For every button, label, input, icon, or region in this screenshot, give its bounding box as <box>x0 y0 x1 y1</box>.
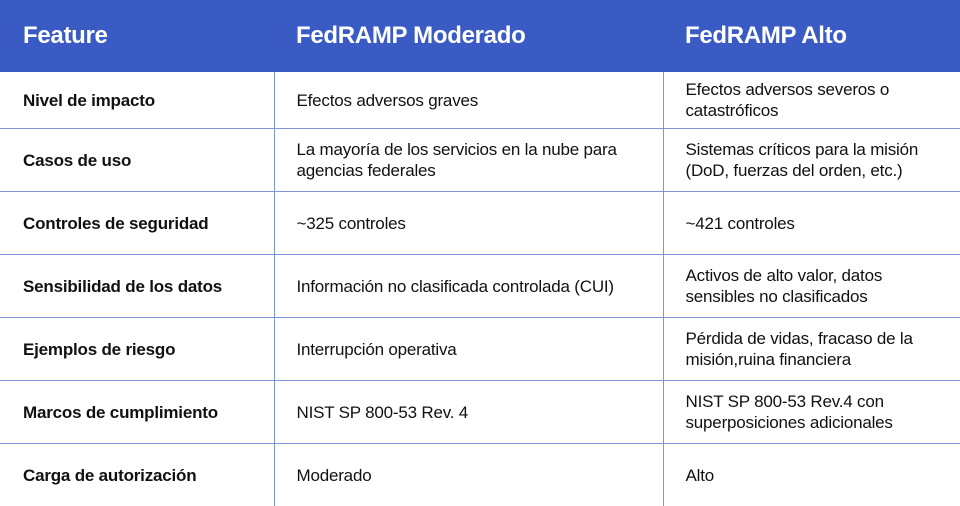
moderado-cell: Interrupción operativa <box>274 318 663 381</box>
feature-cell: Marcos de cumplimiento <box>0 381 274 444</box>
table-header: Feature FedRAMP Moderado FedRAMP Alto <box>0 0 960 72</box>
alto-cell: Efectos adversos severos o catastróficos <box>663 72 960 129</box>
alto-cell: Activos de alto valor, datos sensibles n… <box>663 255 960 318</box>
table-row: Controles de seguridad~325 controles~421… <box>0 192 960 255</box>
header-moderado: FedRAMP Moderado <box>274 0 663 72</box>
moderado-cell: La mayoría de los servicios en la nube p… <box>274 129 663 192</box>
alto-cell: ~421 controles <box>663 192 960 255</box>
alto-cell: Alto <box>663 444 960 506</box>
moderado-cell: NIST SP 800-53 Rev. 4 <box>274 381 663 444</box>
feature-cell: Controles de seguridad <box>0 192 274 255</box>
moderado-cell: ~325 controles <box>274 192 663 255</box>
feature-cell: Carga de autorización <box>0 444 274 506</box>
alto-cell: Sistemas críticos para la misión (DoD, f… <box>663 129 960 192</box>
header-alto: FedRAMP Alto <box>663 0 960 72</box>
moderado-cell: Efectos adversos graves <box>274 72 663 129</box>
feature-cell: Ejemplos de riesgo <box>0 318 274 381</box>
alto-cell: NIST SP 800-53 Rev.4 con superposiciones… <box>663 381 960 444</box>
alto-cell: Pérdida de vidas, fracaso de la misión,r… <box>663 318 960 381</box>
header-feature: Feature <box>0 0 274 72</box>
moderado-cell: Moderado <box>274 444 663 506</box>
feature-cell: Sensibilidad de los datos <box>0 255 274 318</box>
feature-cell: Nivel de impacto <box>0 72 274 129</box>
moderado-cell: Información no clasificada controlada (C… <box>274 255 663 318</box>
feature-cell: Casos de uso <box>0 129 274 192</box>
